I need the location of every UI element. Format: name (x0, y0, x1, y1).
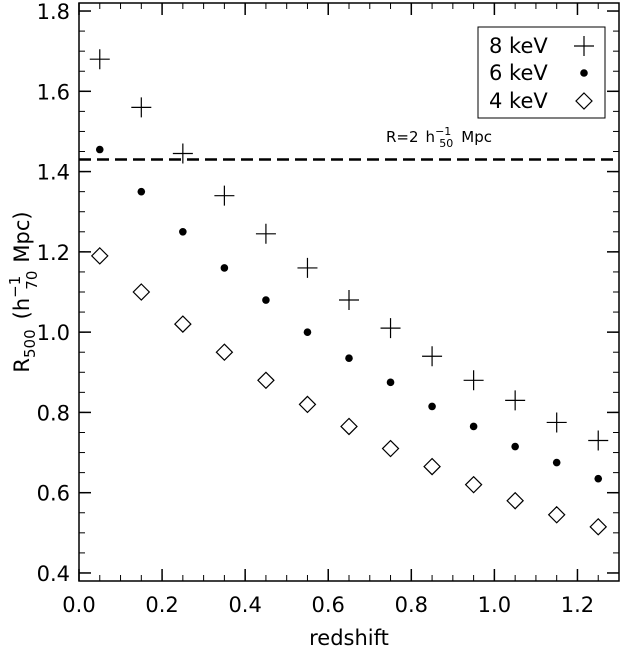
point-8kev (255, 223, 276, 244)
y-tick-labels: 0.4 0.6 0.8 1.0 1.2 1.4 1.6 1.8 (37, 0, 70, 586)
point-4kev (215, 343, 234, 362)
point-4kev (423, 457, 441, 476)
reference-line-label: R=2 h−1 50 Mpc (386, 125, 492, 150)
point-8kev (505, 390, 526, 411)
point-6kev (511, 442, 519, 451)
point-8kev (297, 257, 318, 278)
y-tick-label: 1.6 (37, 80, 70, 104)
point-6kev (386, 378, 395, 387)
point-8kev (380, 318, 401, 339)
point-4kev (340, 417, 358, 436)
point-6kev (552, 458, 561, 467)
x-tick-label: 0.6 (312, 593, 345, 617)
point-4kev (506, 491, 525, 510)
x-tick-label: 0.4 (228, 593, 261, 617)
legend-markers (574, 36, 594, 110)
point-6kev (594, 474, 603, 483)
point-6kev (303, 328, 312, 336)
x-tick-label: 1.0 (478, 593, 511, 617)
x-tick-label: 1.2 (561, 593, 594, 617)
x-tick-label: 0.2 (145, 593, 178, 617)
point-8kev (463, 370, 484, 391)
x-tick-label: 0.0 (62, 593, 95, 617)
point-8kev (89, 49, 110, 70)
point-8kev (422, 346, 443, 367)
y-tick-label: 0.4 (37, 562, 70, 586)
point-6kev (220, 264, 229, 272)
x-tick-label: 0.8 (395, 593, 428, 617)
y-tick-label: 0.8 (37, 401, 70, 425)
point-8kev (172, 143, 193, 164)
y-tick-label: 1.8 (37, 0, 70, 24)
point-6kev (469, 422, 478, 431)
legend-marker-plus (574, 36, 594, 56)
point-8kev (588, 430, 609, 451)
y-tick-label: 0.6 (37, 482, 70, 506)
data-points (89, 49, 609, 536)
legend-marker-diamond (575, 92, 593, 110)
point-4kev (381, 439, 400, 458)
point-4kev (464, 475, 483, 494)
y-tick-label: 1.2 (37, 241, 70, 265)
axis-ticks (78, 3, 620, 581)
point-6kev (179, 227, 187, 236)
point-6kev (95, 145, 104, 154)
point-8kev (339, 290, 359, 311)
x-tick-labels: 0.0 0.2 0.4 0.6 0.8 1.0 1.2 (62, 593, 594, 617)
point-4kev (547, 505, 566, 524)
legend: 8 keV 6 keV 4 keV (477, 26, 606, 119)
legend-label-4kev: 4 keV (489, 89, 548, 113)
point-4kev (132, 283, 151, 301)
legend-marker-dot (580, 69, 588, 77)
x-axis-title: redshift (309, 626, 389, 650)
legend-label-8kev: 8 keV (489, 34, 548, 58)
y-tick-label: 1.4 (37, 161, 70, 185)
point-4kev (257, 371, 275, 390)
point-8kev (546, 412, 567, 433)
point-4kev (298, 395, 317, 414)
y-axis-title: R500(h−170Mpc) (6, 211, 41, 372)
point-6kev (345, 354, 353, 363)
point-8kev (214, 185, 235, 206)
point-4kev (589, 517, 608, 536)
point-6kev (262, 296, 270, 304)
legend-label-6kev: 6 keV (489, 61, 548, 85)
point-6kev (137, 187, 146, 196)
y-tick-label: 1.0 (37, 321, 70, 345)
point-6kev (428, 402, 436, 411)
point-4kev (173, 315, 192, 333)
point-8kev (131, 97, 152, 118)
point-4kev (90, 247, 109, 265)
